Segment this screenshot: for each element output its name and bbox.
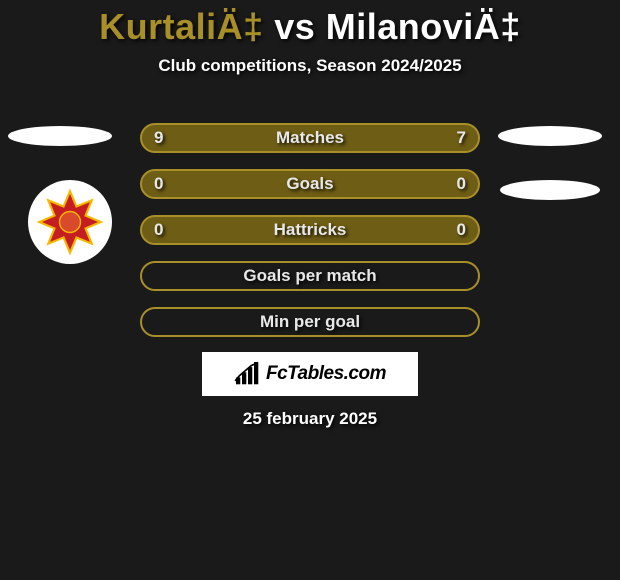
comparison-card: KurtaliÄ‡ vs MilanoviÄ‡ Club competition… <box>0 0 620 580</box>
stat-label: Goals <box>286 174 333 194</box>
stat-row: 9 Matches 7 <box>140 123 480 153</box>
stat-value-right: 7 <box>457 128 466 148</box>
stat-row: Goals per match <box>140 261 480 291</box>
stat-label: Min per goal <box>260 312 360 332</box>
page-title: KurtaliÄ‡ vs MilanoviÄ‡ <box>0 0 620 48</box>
player1-ellipse <box>8 126 112 146</box>
subtitle: Club competitions, Season 2024/2025 <box>0 56 620 76</box>
stat-value-right: 0 <box>457 220 466 240</box>
stat-label: Goals per match <box>243 266 376 286</box>
player2-ellipse-1 <box>498 126 602 146</box>
club-badge-svg <box>35 187 105 257</box>
stat-label: Matches <box>276 128 344 148</box>
bar-chart-icon <box>234 362 262 386</box>
fctables-label: FcTables.com <box>266 363 386 385</box>
club-badge <box>28 180 112 264</box>
stat-value-left: 9 <box>154 128 163 148</box>
stat-value-left: 0 <box>154 174 163 194</box>
stat-row: 0 Goals 0 <box>140 169 480 199</box>
stat-row: Min per goal <box>140 307 480 337</box>
stat-value-left: 0 <box>154 220 163 240</box>
player2-ellipse-2 <box>500 180 600 200</box>
stat-label: Hattricks <box>274 220 347 240</box>
date-label: 25 february 2025 <box>0 409 620 429</box>
stat-value-right: 0 <box>457 174 466 194</box>
fctables-brand-box: FcTables.com <box>202 352 418 396</box>
stat-row: 0 Hattricks 0 <box>140 215 480 245</box>
